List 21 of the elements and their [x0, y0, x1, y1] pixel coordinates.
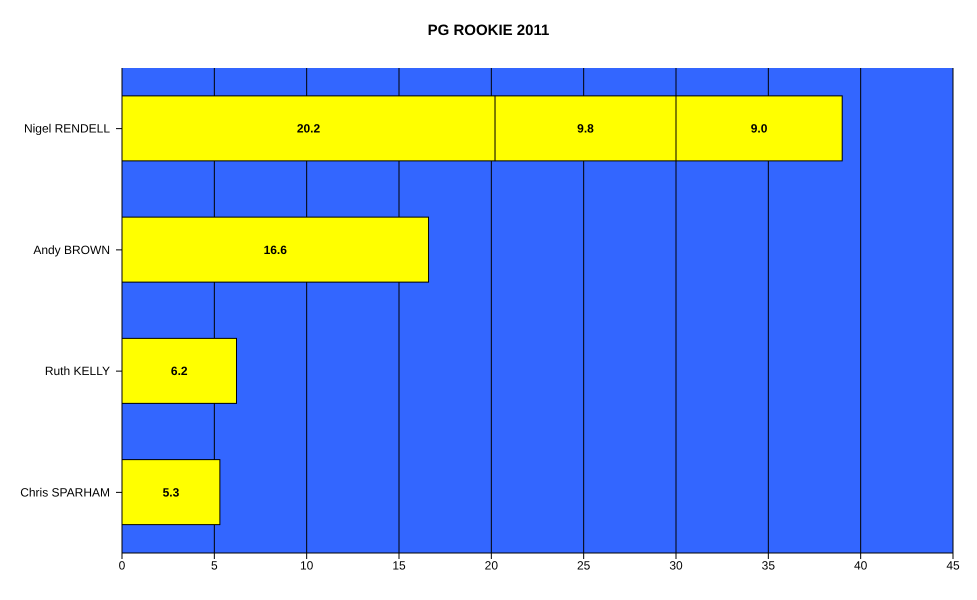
x-tick-label: 45: [946, 558, 960, 573]
y-tick-label: Chris SPARHAM: [20, 485, 110, 500]
data-label: 9.8: [577, 122, 594, 136]
x-tick-label: 0: [118, 558, 126, 573]
y-tick-label: Andy BROWN: [33, 242, 110, 257]
x-tick-label: 15: [392, 558, 406, 573]
data-label: 6.2: [170, 364, 188, 378]
x-tick-label: 10: [300, 558, 314, 573]
data-label: 9.0: [750, 122, 768, 136]
x-tick-label: 5: [210, 558, 218, 573]
data-label: 16.6: [264, 242, 288, 257]
x-tick-label: 25: [576, 558, 591, 573]
x-tick-label: 20: [484, 558, 498, 573]
y-tick-label: Nigel RENDELL: [24, 122, 110, 136]
chart-title: PG ROOKIE 2011: [426, 22, 550, 39]
data-label: 5.3: [162, 485, 180, 500]
x-tick-label: 40: [854, 558, 868, 573]
data-label: 20.2: [296, 122, 321, 136]
x-tick-label: 35: [762, 558, 776, 573]
y-tick-label: Ruth KELLY: [44, 364, 110, 378]
x-tick-label: 30: [669, 558, 683, 573]
